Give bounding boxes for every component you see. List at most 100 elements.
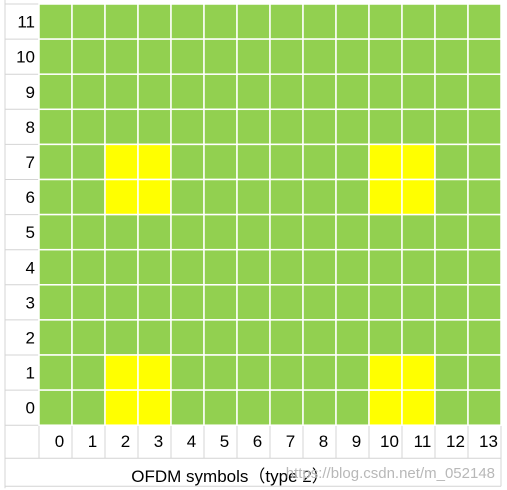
column-label: 13 xyxy=(479,432,498,451)
grid-cell xyxy=(203,389,238,426)
row-label: 10 xyxy=(16,48,35,67)
grid-cell xyxy=(203,284,238,321)
grid-cell xyxy=(434,354,469,391)
column-label: 7 xyxy=(286,432,295,451)
grid-cell xyxy=(434,143,469,181)
grid-cell xyxy=(71,73,106,111)
grid-cell xyxy=(236,3,271,40)
grid-cell xyxy=(38,389,73,426)
column-label: 4 xyxy=(187,432,196,451)
grid-cell xyxy=(368,73,403,111)
grid-cell-highlighted xyxy=(137,354,172,391)
grid-cell xyxy=(434,248,469,286)
grid-cell xyxy=(467,108,502,146)
grid-cell xyxy=(401,3,436,40)
column-label: 8 xyxy=(319,432,328,451)
grid-cell xyxy=(170,248,205,286)
grid-cell xyxy=(368,38,403,75)
grid-cell-highlighted xyxy=(401,354,436,391)
grid-cell xyxy=(104,38,139,75)
column-label: 1 xyxy=(88,432,97,451)
grid-cell xyxy=(434,319,469,356)
grid-cell xyxy=(71,108,106,146)
grid-cell xyxy=(236,248,271,286)
grid-cell xyxy=(467,143,502,181)
grid-cell xyxy=(137,319,172,356)
grid-cell xyxy=(335,38,370,75)
grid-cell xyxy=(104,319,139,356)
grid-cell xyxy=(302,354,337,391)
grid-cell xyxy=(269,284,304,321)
grid-cell xyxy=(434,73,469,111)
grid-cell xyxy=(335,178,370,216)
grid-cell xyxy=(434,213,469,251)
grid-cell xyxy=(401,73,436,111)
grid-cell xyxy=(203,319,238,356)
grid-cell xyxy=(434,284,469,321)
grid-cell xyxy=(335,248,370,286)
grid-cell xyxy=(236,38,271,75)
grid-cell xyxy=(302,73,337,111)
grid-cell xyxy=(467,38,502,75)
x-axis-title: OFDM symbols（type 2） xyxy=(131,467,328,486)
grid-cell xyxy=(467,3,502,40)
grid-cell xyxy=(203,178,238,216)
grid-cell xyxy=(467,389,502,426)
grid-cell xyxy=(335,73,370,111)
grid-cell xyxy=(302,178,337,216)
grid-cell xyxy=(467,178,502,216)
grid-cell xyxy=(302,389,337,426)
grid-cell xyxy=(71,38,106,75)
grid-cell xyxy=(467,284,502,321)
grid-cell xyxy=(104,3,139,40)
grid-cell xyxy=(467,248,502,286)
grid-cell xyxy=(236,178,271,216)
grid-cell xyxy=(137,213,172,251)
grid-cell xyxy=(467,319,502,356)
grid-cell-highlighted xyxy=(368,389,403,426)
grid-cell xyxy=(236,284,271,321)
grid-cell xyxy=(236,143,271,181)
row-label: 8 xyxy=(26,118,35,137)
grid-cell xyxy=(38,354,73,391)
grid-cell xyxy=(137,284,172,321)
column-labels: 0 1 2 3 4 5 6 7 8 9 10 11 12 13 xyxy=(55,432,498,451)
grid-cell xyxy=(368,319,403,356)
grid-cell xyxy=(269,108,304,146)
grid-cell xyxy=(269,178,304,216)
grid-cell xyxy=(38,73,73,111)
grid-cell xyxy=(170,143,205,181)
column-label: 6 xyxy=(253,432,262,451)
row-label: 3 xyxy=(26,293,35,312)
grid-cell xyxy=(104,108,139,146)
grid-cell xyxy=(269,389,304,426)
grid-cell xyxy=(269,248,304,286)
grid-cells xyxy=(38,3,502,426)
row-label: 5 xyxy=(26,223,35,242)
grid-cell xyxy=(434,3,469,40)
grid-cell xyxy=(170,213,205,251)
grid-cell xyxy=(434,389,469,426)
grid-cell-highlighted xyxy=(137,178,172,216)
grid-cell xyxy=(335,354,370,391)
grid-cell xyxy=(71,143,106,181)
grid-cell xyxy=(203,143,238,181)
grid-cell xyxy=(38,38,73,75)
row-label: 4 xyxy=(26,258,35,277)
grid-cell xyxy=(401,108,436,146)
grid-cell xyxy=(368,284,403,321)
row-label: 9 xyxy=(26,83,35,102)
grid-cell xyxy=(434,38,469,75)
column-label: 0 xyxy=(55,432,64,451)
grid-cell xyxy=(368,108,403,146)
grid-cell xyxy=(38,3,73,40)
grid-cell-highlighted xyxy=(104,389,139,426)
grid-cell xyxy=(71,3,106,40)
grid-cell xyxy=(137,73,172,111)
grid-cell xyxy=(203,38,238,75)
grid-cell xyxy=(269,213,304,251)
row-label: 11 xyxy=(17,13,35,32)
grid-cell xyxy=(302,319,337,356)
grid-cell xyxy=(368,3,403,40)
